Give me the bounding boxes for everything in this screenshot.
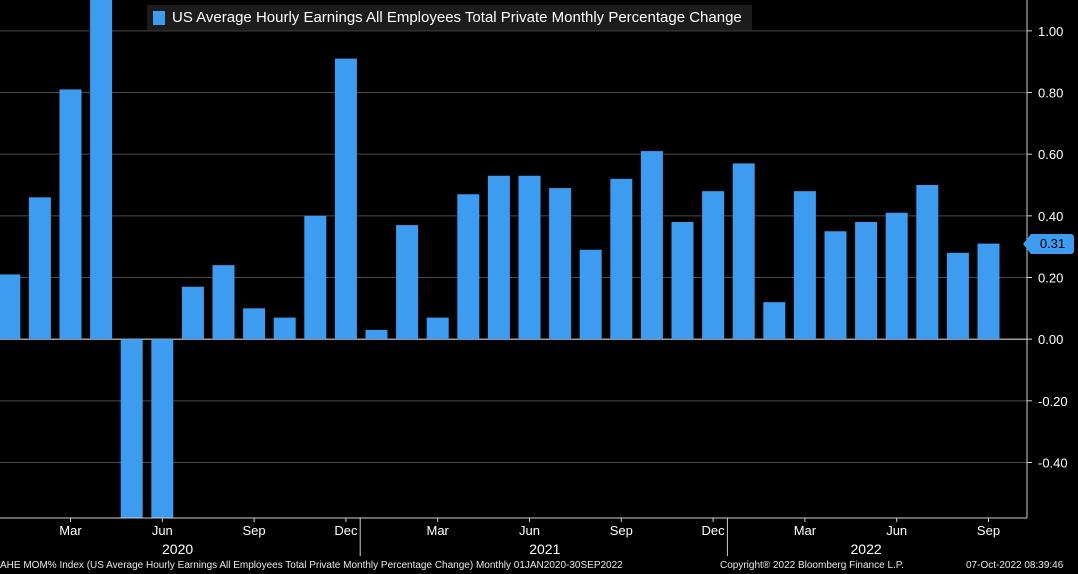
bar: [59, 89, 82, 340]
bar: [518, 175, 541, 340]
bar: [120, 339, 143, 518]
bar: [977, 243, 1000, 340]
bar: [243, 308, 266, 340]
bar: [181, 286, 204, 340]
x-tick-label: Sep: [243, 523, 266, 538]
y-tick-label: 0.00: [1038, 332, 1063, 347]
bar: [426, 317, 449, 340]
bar: [304, 215, 327, 340]
bar: [579, 249, 602, 340]
x-tick-label: Jun: [886, 523, 907, 538]
footer-timestamp: 07-Oct-2022 08:39:46: [966, 560, 1064, 571]
bar: [0, 274, 21, 340]
year-label: 2021: [529, 541, 560, 557]
bar: [273, 317, 296, 340]
last-value-badge: 0.31: [1023, 234, 1074, 254]
y-tick-label: -0.20: [1038, 394, 1068, 409]
bar: [365, 329, 388, 340]
legend-label: US Average Hourly Earnings All Employees…: [172, 9, 742, 26]
x-tick-label: Dec: [334, 523, 358, 538]
bar: [763, 302, 786, 340]
y-tick-label: 0.20: [1038, 271, 1063, 286]
y-tick-label: 0.80: [1038, 86, 1063, 101]
x-tick-label: Mar: [59, 523, 82, 538]
bar: [702, 191, 725, 340]
bar: [793, 191, 816, 340]
bar: [396, 225, 419, 340]
year-label: 2022: [851, 541, 882, 557]
bar: [549, 188, 572, 340]
bar: [824, 231, 847, 340]
year-label: 2020: [162, 541, 193, 557]
footer-index-description: AHE MOM% Index (US Average Hourly Earnin…: [0, 560, 623, 571]
y-tick-label: 1.00: [1038, 24, 1063, 39]
y-tick-label: 0.40: [1038, 209, 1063, 224]
bar: [916, 185, 939, 340]
bar: [212, 265, 235, 340]
bar: [334, 58, 357, 340]
x-tick-label: Mar: [794, 523, 817, 538]
bar: [90, 0, 113, 340]
bar: [640, 151, 663, 340]
bar: [610, 178, 633, 340]
bar: [946, 252, 969, 340]
legend-swatch: [153, 10, 165, 25]
x-tick-label: Jun: [519, 523, 540, 538]
x-tick-label: Mar: [427, 523, 450, 538]
bar: [151, 339, 174, 518]
footer-copyright: Copyright® 2022 Bloomberg Finance L.P.: [720, 560, 904, 571]
bar: [457, 194, 480, 340]
bar: [855, 222, 878, 340]
x-tick-label: Jun: [152, 523, 173, 538]
x-tick-label: Sep: [977, 523, 1000, 538]
bar: [885, 212, 908, 340]
chart-legend: US Average Hourly Earnings All Employees…: [147, 5, 752, 30]
bar: [28, 197, 51, 340]
x-tick-label: Dec: [702, 523, 726, 538]
x-tick-label: Sep: [610, 523, 633, 538]
y-tick-label: -0.40: [1038, 456, 1068, 471]
bar: [487, 175, 510, 340]
bar: [671, 222, 694, 340]
y-tick-label: 0.60: [1038, 147, 1063, 162]
bar: [732, 163, 755, 340]
